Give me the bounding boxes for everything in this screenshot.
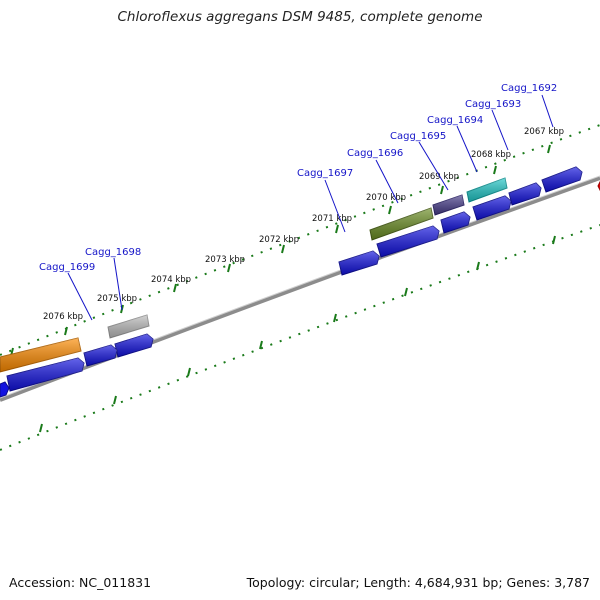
leader-line-1694 [456,125,478,173]
gene-arrow[interactable] [0,381,10,398]
scale-label-2071: 2071 kbp [312,214,352,224]
gene-label-cagg-1695[interactable]: Cagg_1695 [390,131,446,142]
scale-label-2073: 2073 kbp [205,255,245,265]
scale-label-2070: 2070 kbp [366,193,406,203]
outer-tick-ring [0,124,600,356]
gene-label-cagg-1696[interactable]: Cagg_1696 [347,148,403,159]
leader-line-1698 [113,257,123,311]
gene-label-cagg-1699[interactable]: Cagg_1699 [39,262,95,273]
leader-line-1692 [541,94,554,128]
accession-text: Accession: NC_011831 [9,575,152,590]
gene-feature-cagg-1698[interactable] [107,314,150,339]
scale-label-2072: 2072 kbp [259,235,299,245]
gene-feature-cagg-1696[interactable] [369,207,434,241]
leader-line-1695 [418,141,449,191]
inner-tick-ring [0,224,600,451]
gene-label-cagg-1697[interactable]: Cagg_1697 [297,168,353,179]
gene-label-cagg-1693[interactable]: Cagg_1693 [465,99,521,110]
gene-label-cagg-1698[interactable]: Cagg_1698 [85,247,141,258]
scale-label-2074: 2074 kbp [151,275,191,285]
leader-line-1697 [324,179,346,233]
scale-label-2076: 2076 kbp [43,312,83,322]
gene-feature-cagg-1695[interactable] [432,194,465,216]
gene-feature-cagg-1693[interactable] [466,177,508,203]
leader-line-1696 [375,159,399,204]
leader-line-1699 [67,272,93,321]
gene-label-cagg-1692[interactable]: Cagg_1692 [501,83,557,94]
genome-backbone [0,176,600,402]
leader-line-1693 [491,109,509,151]
map-title: Chloroflexus aggregans DSM 9485, complet… [117,9,483,25]
scale-label-2069: 2069 kbp [419,172,459,182]
gene-feature-cagg-1699[interactable] [0,337,82,373]
scale-label-2068: 2068 kbp [471,150,511,160]
scale-label-2075: 2075 kbp [97,294,137,304]
inner-major-ticks [39,235,556,433]
scale-label-2067: 2067 kbp [524,127,564,137]
topology-text: Topology: circular; Length: 4,684,931 bp… [246,575,590,590]
gene-label-cagg-1694[interactable]: Cagg_1694 [427,115,483,126]
